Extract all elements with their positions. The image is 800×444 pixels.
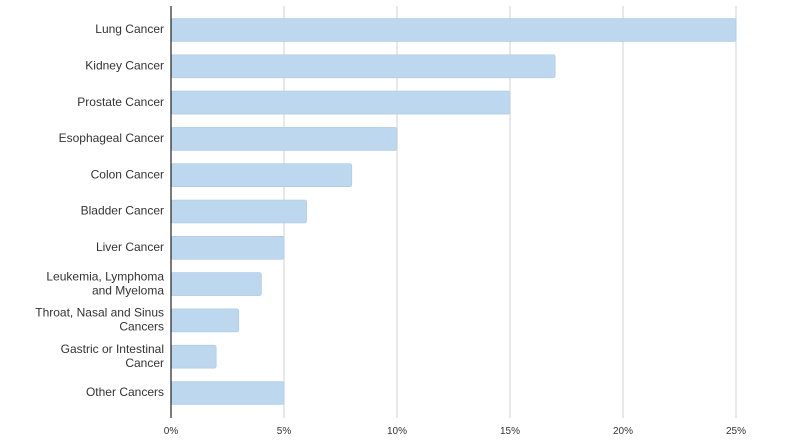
x-tick-label-20: 20% [613, 426, 633, 437]
bar-bladder-cancer [170, 199, 307, 224]
x-tick-label-15: 15% [500, 426, 520, 437]
bar-kidney-cancer [170, 54, 556, 79]
x-tick-label-10: 10% [387, 426, 407, 437]
category-label-kidney-cancer: Kidney Cancer [85, 58, 164, 72]
bar-gastric-or-intestinal-cancer [170, 344, 217, 369]
bar-lung-cancer [170, 18, 737, 42]
category-label-prostate-cancer: Prostate Cancer [77, 95, 164, 109]
category-label-esophageal-cancer: Esophageal Cancer [59, 131, 164, 145]
category-labels: Lung Cancer Kidney Cancer Prostate Cancer E… [35, 22, 164, 399]
category-label-gastric-or-intestinal-cancer: Gastric or Intestinal Cancer [61, 342, 164, 370]
bar-prostate-cancer [170, 90, 511, 115]
category-label-other-cancers: Other Cancers [86, 385, 164, 399]
category-label-leukemia-lymphoma-and-myeloma: Leukemia, Lymphoma and Myeloma [46, 269, 164, 297]
category-label-lung-cancer: Lung Cancer [95, 22, 164, 36]
bar-leukemia-lymphoma-and-myeloma [170, 272, 262, 296]
x-tick-label-25: 25% [726, 426, 746, 437]
bar-other-cancers [170, 381, 285, 405]
bar-colon-cancer [170, 163, 353, 187]
x-tick-label-0: 0% [164, 426, 179, 437]
x-tick-labels: 0% 5% 10% 15% 20% 25% [164, 426, 746, 437]
category-label-liver-cancer: Liver Cancer [96, 240, 164, 254]
bar-throat-nasal-and-sinus-cancers [170, 308, 240, 333]
bar-liver-cancer [170, 236, 285, 260]
bar-esophageal-cancer [170, 127, 398, 151]
bars [170, 18, 737, 405]
x-tick-label-5: 5% [277, 426, 292, 437]
category-label-throat-nasal-and-sinus-cancers: Throat, Nasal and Sinus Cancers [35, 306, 164, 334]
category-label-colon-cancer: Colon Cancer [91, 167, 164, 181]
category-label-bladder-cancer: Bladder Cancer [81, 204, 164, 218]
